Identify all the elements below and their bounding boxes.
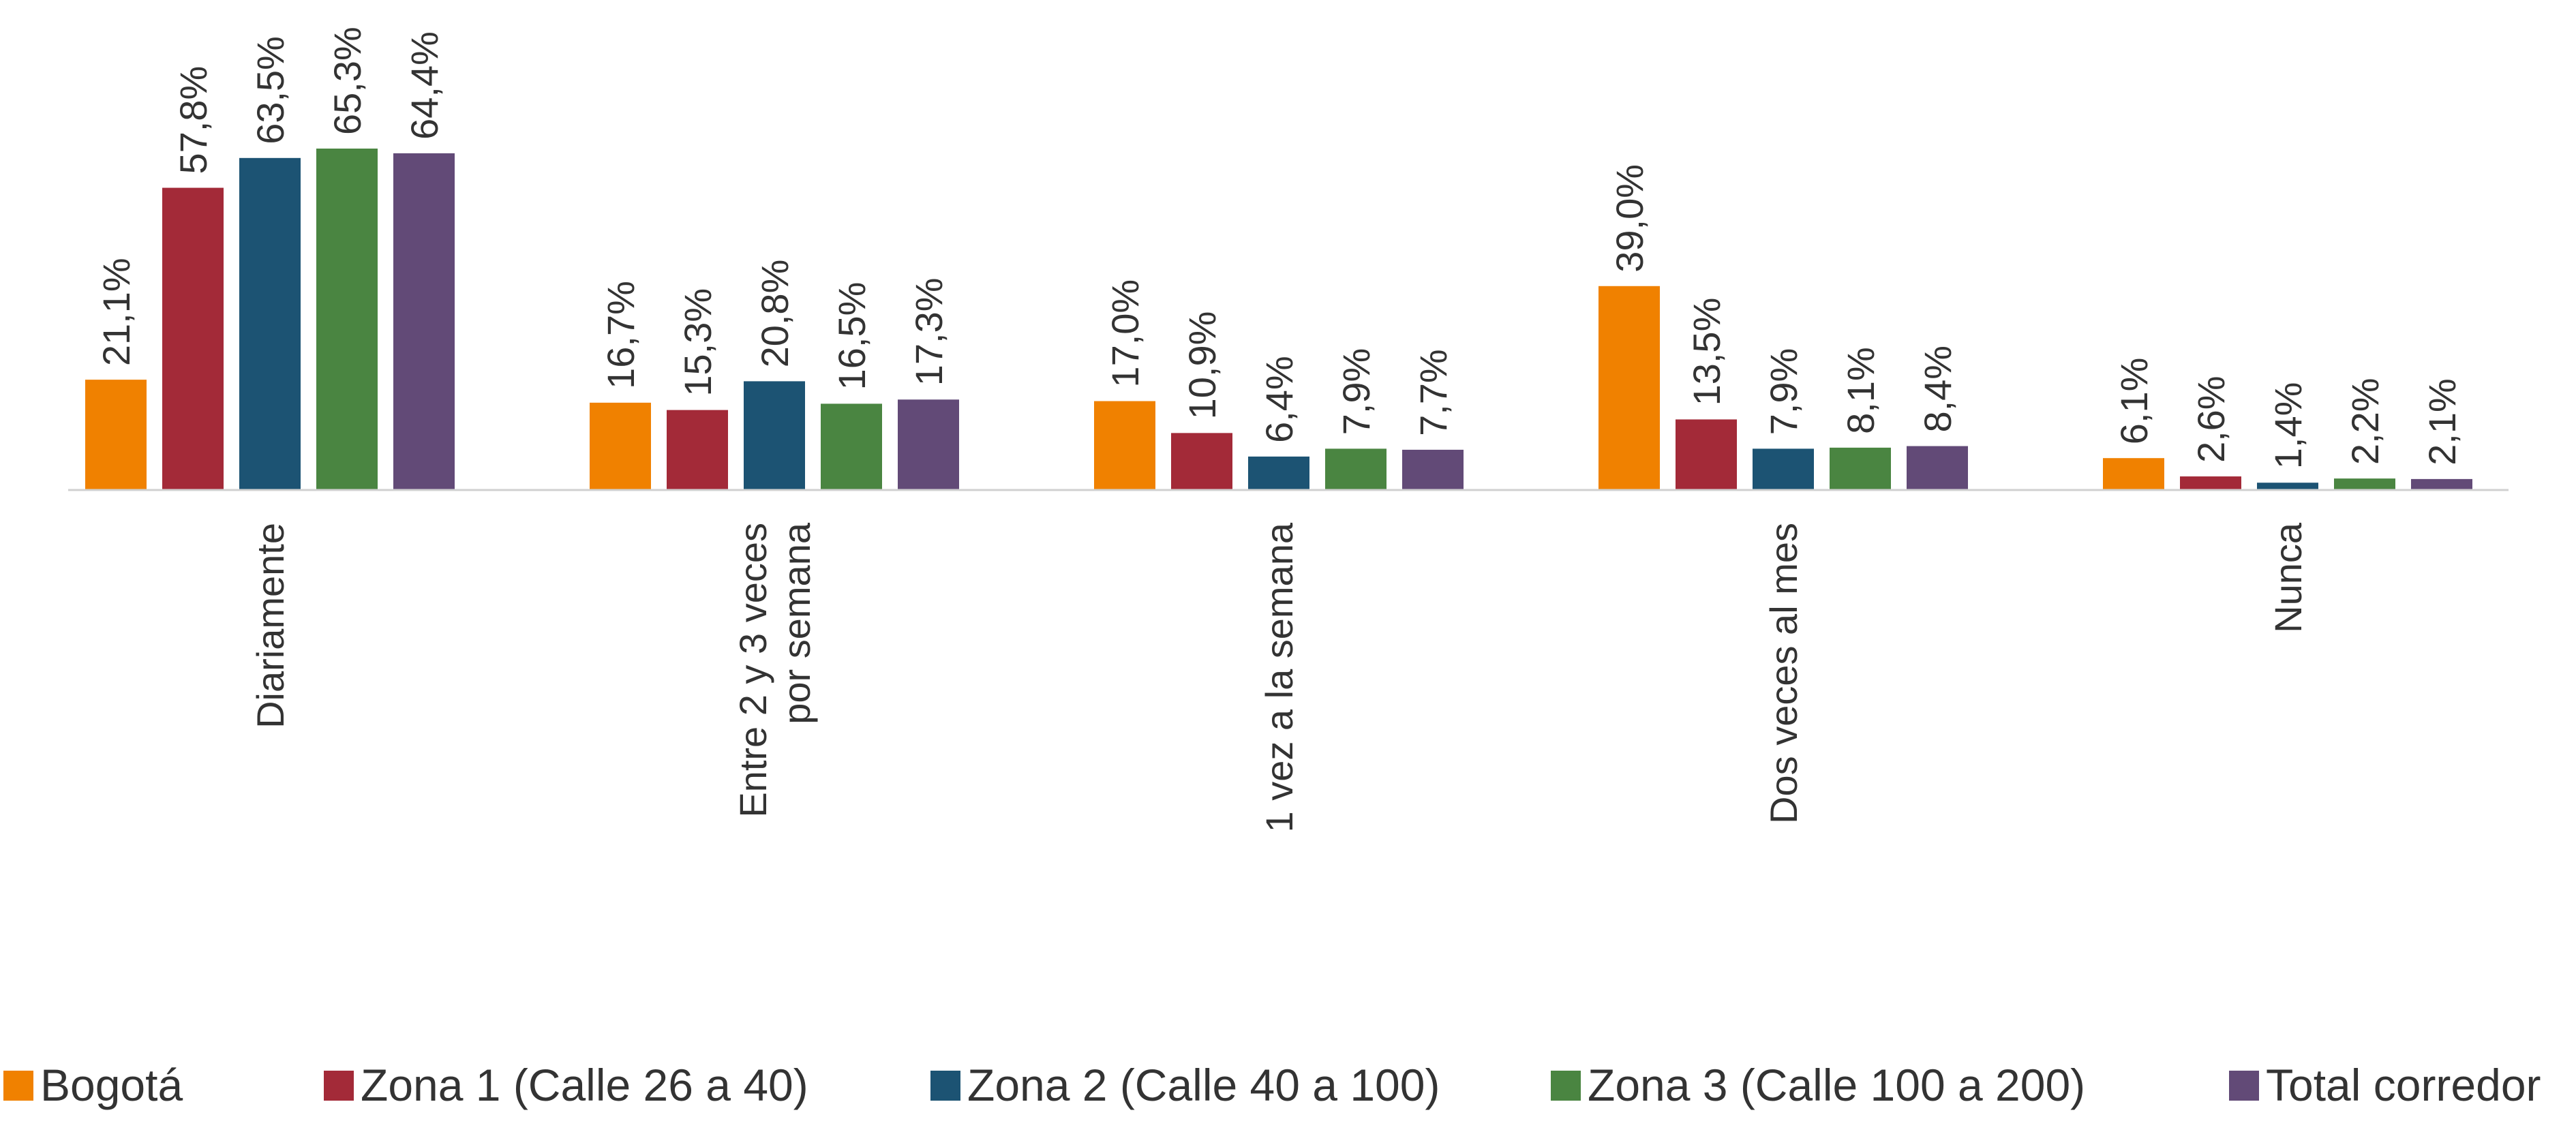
data-labels-group: 21,1% 57,8% 63,5% 65,3% 64,4% 16,7% 15,3% 20,8%… <box>95 27 2464 469</box>
bar <box>162 187 224 490</box>
data-label: 16,7% <box>599 281 642 389</box>
data-label: 21,1% <box>95 258 138 366</box>
bar <box>1402 449 1464 490</box>
bar <box>1907 446 1968 490</box>
bar <box>821 403 882 490</box>
data-label: 2,6% <box>2189 376 2232 463</box>
legend-label: Bogotá <box>40 1060 183 1110</box>
category-label: Diariamente <box>249 523 292 729</box>
data-label: 20,8% <box>753 260 796 368</box>
category-label: Dos veces al mes <box>1762 523 1805 824</box>
data-label: 2,2% <box>2344 378 2386 465</box>
data-label: 8,1% <box>1839 347 1882 434</box>
bar <box>393 153 455 490</box>
legend-swatch <box>3 1071 33 1101</box>
category-label-line: 1 vez a la semana <box>1258 522 1301 832</box>
category-label-line: por semana <box>775 522 818 724</box>
legend-swatch <box>2229 1071 2259 1101</box>
data-label: 6,4% <box>1258 356 1301 443</box>
data-label: 64,4% <box>403 31 446 140</box>
data-label: 1,4% <box>2267 382 2309 470</box>
legend-label: Zona 1 (Calle 26 a 40) <box>361 1060 808 1110</box>
category-labels-group: Diariamente Entre 2 y 3 vecespor semana 1 … <box>249 522 2309 832</box>
data-label: 57,8% <box>172 66 215 174</box>
bar <box>239 157 301 490</box>
data-label: 63,5% <box>249 36 292 144</box>
bar <box>2411 478 2472 490</box>
data-label: 16,5% <box>830 282 873 391</box>
category-label-line: Nunca <box>2267 522 2309 633</box>
bar <box>316 149 378 490</box>
bar <box>744 381 805 490</box>
legend-label: Zona 2 (Calle 40 a 100) <box>967 1060 1440 1110</box>
bars-group <box>85 149 2472 490</box>
data-label: 15,3% <box>676 288 719 397</box>
bar <box>1753 448 1814 490</box>
data-label: 8,4% <box>1916 346 1959 433</box>
data-label: 39,0% <box>1608 164 1651 273</box>
bar <box>1830 447 1891 490</box>
bar <box>2103 458 2164 490</box>
data-label: 65,3% <box>326 27 369 135</box>
legend-swatch <box>324 1071 354 1101</box>
legend: Bogotá Zona 1 (Calle 26 a 40) Zona 2 (Call… <box>3 1060 2541 1110</box>
data-label: 17,0% <box>1104 279 1147 388</box>
data-label: 17,3% <box>907 277 950 386</box>
data-label: 7,9% <box>1762 348 1805 435</box>
data-label: 13,5% <box>1685 298 1728 406</box>
category-label: Nunca <box>2267 522 2309 633</box>
legend-swatch <box>930 1071 960 1101</box>
category-label: Entre 2 y 3 vecespor semana <box>731 522 818 818</box>
bar <box>1248 456 1309 490</box>
bar <box>1094 401 1155 490</box>
data-label: 7,9% <box>1335 348 1378 435</box>
data-label: 7,7% <box>1412 349 1455 436</box>
legend-label: Zona 3 (Calle 100 a 200) <box>1588 1060 2085 1110</box>
bar <box>667 410 728 490</box>
bar <box>590 402 651 490</box>
data-label: 6,1% <box>2112 358 2155 445</box>
bar <box>2334 478 2395 490</box>
bar <box>1676 419 1737 490</box>
bar <box>85 380 147 490</box>
bar <box>898 399 959 490</box>
bar <box>2257 483 2318 490</box>
data-label: 2,1% <box>2421 378 2464 465</box>
category-label-line: Dos veces al mes <box>1762 523 1805 824</box>
data-label: 10,9% <box>1181 311 1224 420</box>
legend-swatch <box>1551 1071 1581 1101</box>
category-label-line: Diariamente <box>249 523 292 729</box>
bar <box>1325 448 1387 490</box>
category-label-line: Entre 2 y 3 veces <box>731 523 774 818</box>
legend-label: Total corredor <box>2266 1060 2541 1110</box>
category-label: 1 vez a la semana <box>1258 522 1301 832</box>
bar <box>1171 433 1232 490</box>
bar <box>1598 286 1660 490</box>
bar <box>2180 476 2241 490</box>
